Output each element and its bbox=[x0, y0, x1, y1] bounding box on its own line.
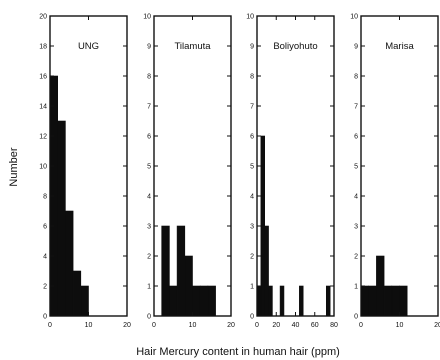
histogram-bar bbox=[264, 225, 269, 317]
y-tick-label: 10 bbox=[350, 14, 358, 21]
panel-title: UNG bbox=[78, 41, 99, 52]
x-tick-label: 20 bbox=[123, 322, 131, 329]
histogram-bar bbox=[80, 285, 89, 317]
y-tick-label: 0 bbox=[147, 314, 151, 321]
histogram-bar bbox=[72, 270, 82, 317]
panel-tilamuta: 0 1 2 3 4 5 6 7 8 9 10 0 10 20 Tilamuta bbox=[143, 14, 235, 330]
histogram-bar bbox=[376, 255, 385, 317]
panel-frame bbox=[360, 15, 439, 317]
panel-boliyohuto: 0 1 2 3 4 5 6 7 8 9 10 0 20 40 60 80 Boliyohuto bbox=[246, 14, 338, 330]
histogram-bar bbox=[169, 285, 178, 317]
y-tick-label: 9 bbox=[354, 44, 358, 51]
y-tick-label: 7 bbox=[147, 104, 151, 111]
y-tick-label: 12 bbox=[39, 134, 47, 141]
x-tick-label: 10 bbox=[396, 322, 404, 329]
histogram-bar bbox=[399, 285, 408, 317]
y-tick-label: 6 bbox=[43, 224, 47, 231]
y-tick-label: 3 bbox=[147, 224, 151, 231]
panel-title: Boliyohuto bbox=[273, 41, 317, 52]
y-axis-title: Number bbox=[8, 147, 20, 186]
y-tick-label: 4 bbox=[147, 194, 151, 201]
y-tick-label: 1 bbox=[147, 284, 151, 291]
y-tick-label: 6 bbox=[250, 134, 254, 141]
y-tick-label: 3 bbox=[354, 224, 358, 231]
histogram-bar bbox=[279, 285, 285, 317]
histogram-bar bbox=[207, 285, 216, 317]
y-tick-label: 2 bbox=[354, 254, 358, 261]
x-tick-label: 20 bbox=[434, 322, 440, 329]
y-tick-label: 5 bbox=[147, 164, 151, 171]
histogram-bar bbox=[161, 225, 170, 317]
x-tick-label: 0 bbox=[359, 322, 363, 329]
panel-title: Marisa bbox=[385, 41, 414, 52]
histogram-bar bbox=[192, 285, 201, 317]
y-tick-label: 7 bbox=[354, 104, 358, 111]
panel-marisa: 0 1 2 3 4 5 6 7 8 9 10 0 10 20 Marisa bbox=[350, 14, 440, 330]
y-tick-label: 1 bbox=[354, 284, 358, 291]
y-tick-label: 9 bbox=[147, 44, 151, 51]
y-tick-label: 6 bbox=[354, 134, 358, 141]
y-tick-label: 3 bbox=[250, 224, 254, 231]
y-tick-label: 2 bbox=[43, 284, 47, 291]
y-tick-label: 8 bbox=[250, 74, 254, 81]
x-tick-label: 0 bbox=[255, 322, 259, 329]
histogram-bar bbox=[57, 120, 66, 317]
histogram-bar bbox=[383, 285, 393, 317]
y-tick-label: 4 bbox=[43, 254, 47, 261]
histogram-bar bbox=[299, 285, 304, 317]
y-tick-label: 0 bbox=[250, 314, 254, 321]
y-tick-label: 5 bbox=[354, 164, 358, 171]
histogram-bar bbox=[368, 285, 377, 317]
x-tick-label: 20 bbox=[272, 322, 280, 329]
histogram-bar bbox=[391, 285, 400, 317]
y-tick-label: 14 bbox=[39, 104, 47, 111]
y-tick-label: 10 bbox=[246, 14, 254, 21]
x-tick-label: 10 bbox=[85, 322, 93, 329]
y-tick-label: 10 bbox=[143, 14, 151, 21]
y-tick-label: 20 bbox=[39, 14, 47, 21]
y-tick-label: 8 bbox=[147, 74, 151, 81]
x-tick-label: 0 bbox=[152, 322, 156, 329]
histogram-bar bbox=[184, 255, 193, 317]
y-tick-label: 0 bbox=[354, 314, 358, 321]
y-tick-label: 18 bbox=[39, 44, 47, 51]
x-axis-title: Hair Mercury content in human hair (ppm) bbox=[136, 346, 340, 358]
y-tick-label: 8 bbox=[43, 194, 47, 201]
x-tick-label: 10 bbox=[189, 322, 197, 329]
y-tick-label: 1 bbox=[250, 284, 254, 291]
y-tick-label: 4 bbox=[250, 194, 254, 201]
x-tick-label: 80 bbox=[330, 322, 338, 329]
x-tick-label: 20 bbox=[227, 322, 235, 329]
y-tick-label: 7 bbox=[250, 104, 254, 111]
histogram-bar bbox=[65, 210, 74, 317]
y-tick-label: 10 bbox=[39, 164, 47, 171]
x-tick-label: 40 bbox=[292, 322, 300, 329]
panel-ung: 0 2 4 6 8 10 12 14 16 18 20 0 10 20 UNG bbox=[39, 14, 131, 330]
y-tick-label: 5 bbox=[250, 164, 254, 171]
y-tick-label: 16 bbox=[39, 74, 47, 81]
histogram-bar bbox=[199, 285, 209, 317]
histogram-bar bbox=[268, 285, 273, 317]
panel-title: Tilamuta bbox=[174, 41, 211, 52]
y-tick-label: 4 bbox=[354, 194, 358, 201]
y-tick-label: 2 bbox=[250, 254, 254, 261]
y-tick-label: 8 bbox=[354, 74, 358, 81]
y-tick-label: 0 bbox=[43, 314, 47, 321]
histogram-bar bbox=[176, 225, 186, 317]
histogram-bar bbox=[260, 135, 266, 317]
histogram-bar bbox=[360, 285, 369, 317]
x-tick-label: 60 bbox=[311, 322, 319, 329]
x-tick-label: 0 bbox=[48, 322, 52, 329]
y-tick-label: 2 bbox=[147, 254, 151, 261]
y-tick-label: 9 bbox=[250, 44, 254, 51]
histogram-bar bbox=[325, 285, 331, 317]
y-tick-label: 6 bbox=[147, 134, 151, 141]
